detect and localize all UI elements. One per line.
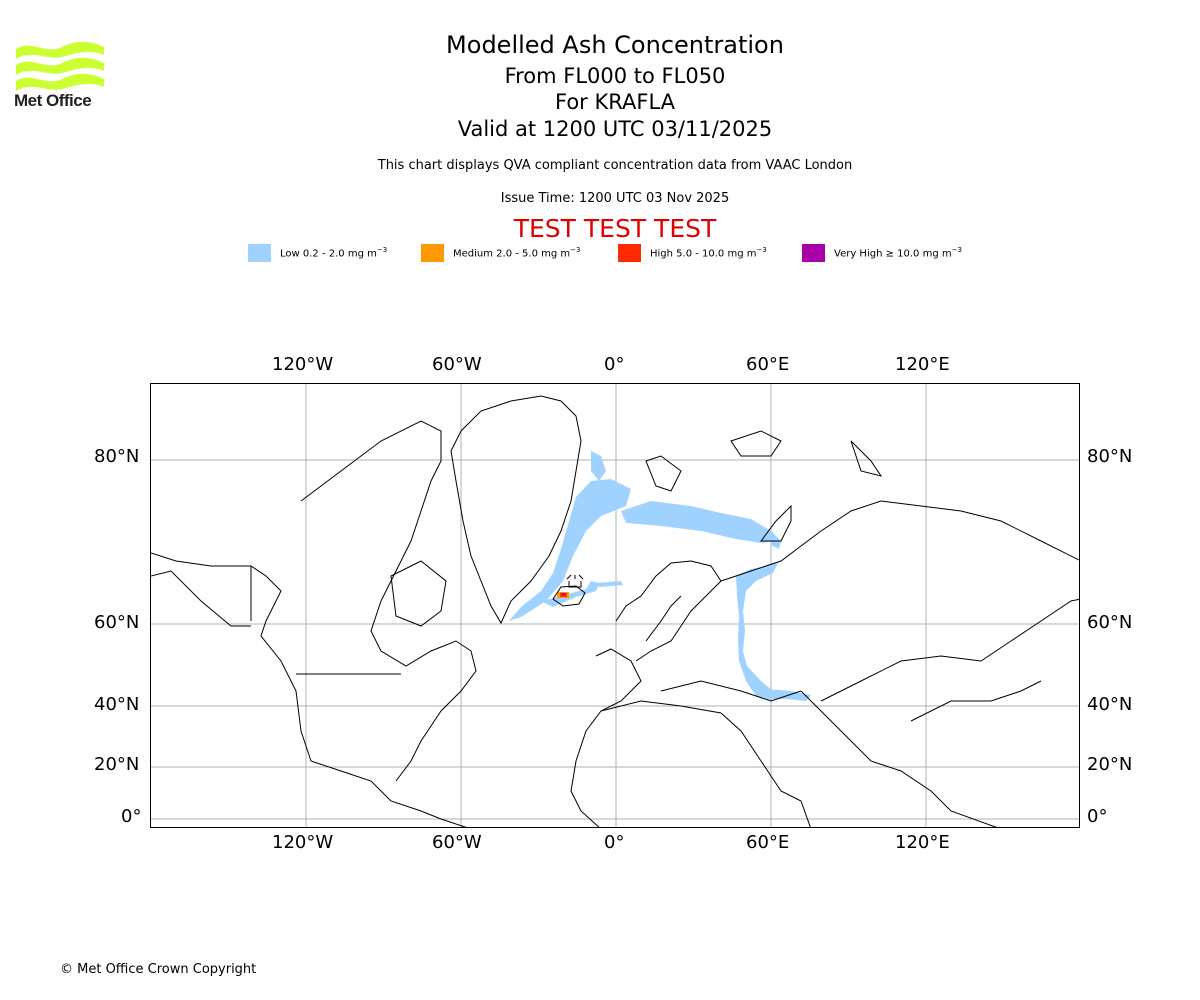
x-tick-top-120w: 120°W — [272, 354, 334, 375]
y-tick-left-0: 0° — [121, 806, 142, 827]
medium-swatch — [421, 244, 444, 262]
y-tick-left-20n: 20°N — [94, 754, 140, 775]
ash-concentration-map — [150, 383, 1080, 828]
map-canvas — [151, 384, 1079, 827]
legend-label-very-high: Very High ≥ 10.0 mg m — [834, 248, 952, 260]
y-tick-right-40n: 40°N — [1087, 694, 1133, 715]
legend-label-medium: Medium 2.0 - 5.0 mg m — [453, 248, 571, 260]
very-high-swatch — [802, 244, 825, 262]
chart-title: Modelled Ash Concentration — [446, 31, 784, 59]
x-tick-bottom-60w: 60°W — [432, 832, 482, 853]
x-tick-bottom-120w: 120°W — [272, 832, 334, 853]
x-tick-top-60e: 60°E — [746, 354, 790, 375]
y-tick-left-40n: 40°N — [94, 694, 140, 715]
y-tick-right-20n: 20°N — [1087, 754, 1133, 775]
x-tick-top-0: 0° — [604, 354, 625, 375]
coastlines — [151, 395, 1079, 827]
valid-time: Valid at 1200 UTC 03/11/2025 — [457, 117, 773, 141]
test-banner: TEST TEST TEST — [513, 214, 717, 243]
flight-level-range: From FL000 to FL050 — [504, 64, 726, 88]
high-swatch — [618, 244, 641, 262]
gridlines — [151, 384, 1079, 827]
met-office-logo-icon — [16, 41, 104, 91]
y-tick-right-60n: 60°N — [1087, 612, 1133, 633]
x-tick-bottom-0: 0° — [604, 832, 625, 853]
logo-text: Met Office — [14, 91, 92, 110]
legend-label-high: High 5.0 - 10.0 mg m — [650, 248, 757, 260]
y-tick-right-0: 0° — [1087, 806, 1108, 827]
y-tick-left-80n: 80°N — [94, 446, 140, 467]
low-swatch — [248, 244, 271, 262]
volcano-name: For KRAFLA — [555, 90, 675, 114]
ash-high-region — [557, 592, 569, 598]
chart-description: This chart displays QVA compliant concen… — [377, 158, 853, 173]
copyright: © Met Office Crown Copyright — [60, 962, 257, 977]
x-tick-top-60w: 60°W — [432, 354, 482, 375]
issue-time: Issue Time: 1200 UTC 03 Nov 2025 — [500, 191, 730, 206]
x-tick-bottom-120e: 120°E — [895, 832, 950, 853]
x-tick-top-120e: 120°E — [895, 354, 950, 375]
x-tick-bottom-60e: 60°E — [746, 832, 790, 853]
y-tick-left-60n: 60°N — [94, 612, 140, 633]
ash-low-region — [509, 451, 811, 701]
legend-label-low: Low 0.2 - 2.0 mg m — [280, 248, 377, 260]
y-tick-right-80n: 80°N — [1087, 446, 1133, 467]
